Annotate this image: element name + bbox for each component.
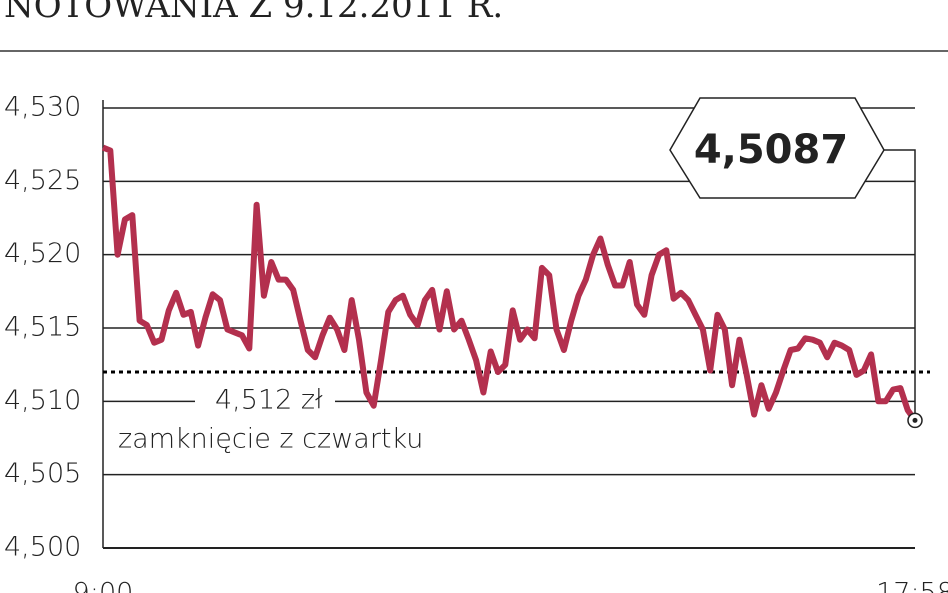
y-tick-label: 4,500 [4,532,81,563]
callout-label: 4,5087 [694,127,848,173]
reference-note: zamknięcie z czwartku [118,424,423,455]
chart-title: NOTOWANIA Z 9.12.2011 R. [4,0,503,26]
y-tick-label: 4,510 [4,385,81,416]
end-marker-dot [912,417,918,423]
y-tick-label: 4,530 [4,92,81,123]
callout-connector [884,149,916,421]
price-line [101,144,918,423]
y-tick-label: 4,525 [4,165,81,196]
reference-note-bg [112,422,427,456]
callout-box [669,97,885,199]
y-tick-label: 4,515 [4,312,81,343]
x-tick-label: 9:00 [73,578,134,593]
reference-label-bg [195,384,335,414]
y-tick-label: 4,520 [4,238,81,269]
y-tick-label: 4,505 [4,458,81,489]
reference-label: 4,512 zł [215,385,323,416]
x-tick-label: 17:58 [876,578,948,593]
